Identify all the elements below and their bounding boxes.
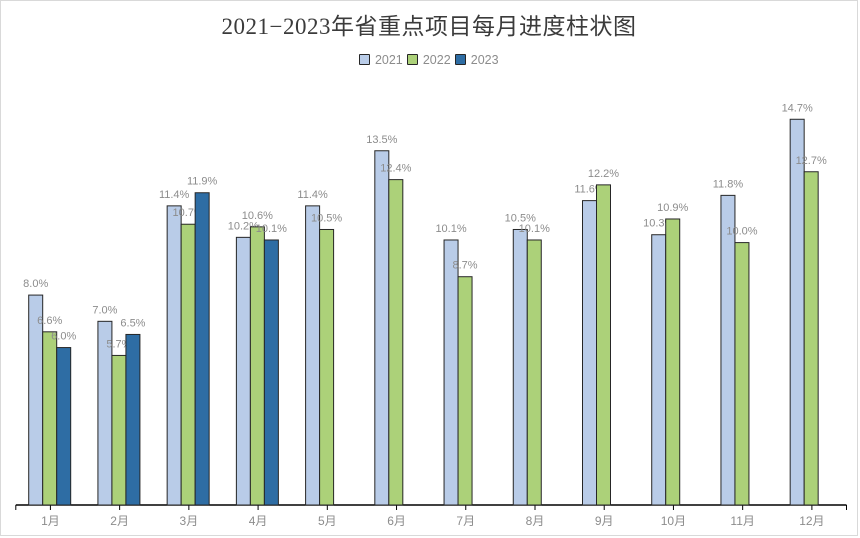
svg-text:1月: 1月	[41, 514, 60, 528]
svg-text:7月: 7月	[456, 514, 475, 528]
svg-text:6月: 6月	[387, 514, 406, 528]
svg-text:12.7%: 12.7%	[796, 155, 827, 167]
svg-text:10.6%: 10.6%	[242, 210, 273, 222]
svg-text:12.2%: 12.2%	[588, 168, 619, 180]
svg-text:10.1%: 10.1%	[256, 223, 287, 235]
svg-text:6.6%: 6.6%	[37, 315, 62, 327]
svg-text:11.4%: 11.4%	[297, 189, 328, 201]
svg-text:6.5%: 6.5%	[120, 317, 145, 329]
svg-text:11.4%: 11.4%	[159, 189, 190, 201]
svg-text:10.9%: 10.9%	[657, 202, 688, 214]
svg-text:11.8%: 11.8%	[713, 178, 744, 190]
svg-text:10.0%: 10.0%	[726, 226, 757, 238]
svg-text:12月: 12月	[799, 514, 824, 528]
svg-text:12.4%: 12.4%	[380, 163, 411, 175]
svg-text:7.0%: 7.0%	[92, 304, 117, 316]
svg-text:11月: 11月	[730, 514, 754, 528]
svg-text:10.1%: 10.1%	[519, 223, 550, 235]
svg-text:10月: 10月	[661, 514, 686, 528]
svg-text:8.0%: 8.0%	[23, 278, 48, 290]
svg-text:13.5%: 13.5%	[366, 134, 397, 146]
svg-text:8.7%: 8.7%	[453, 260, 478, 272]
svg-text:11.9%: 11.9%	[187, 176, 218, 188]
svg-text:3月: 3月	[180, 514, 199, 528]
svg-text:14.7%: 14.7%	[782, 102, 813, 114]
svg-text:9月: 9月	[595, 514, 614, 528]
svg-text:6.0%: 6.0%	[51, 331, 76, 343]
svg-text:4月: 4月	[249, 514, 268, 528]
svg-text:10.5%: 10.5%	[311, 212, 342, 224]
svg-text:10.1%: 10.1%	[435, 223, 466, 235]
svg-text:5月: 5月	[318, 514, 337, 528]
svg-text:8月: 8月	[526, 514, 545, 528]
svg-text:2月: 2月	[110, 514, 129, 528]
